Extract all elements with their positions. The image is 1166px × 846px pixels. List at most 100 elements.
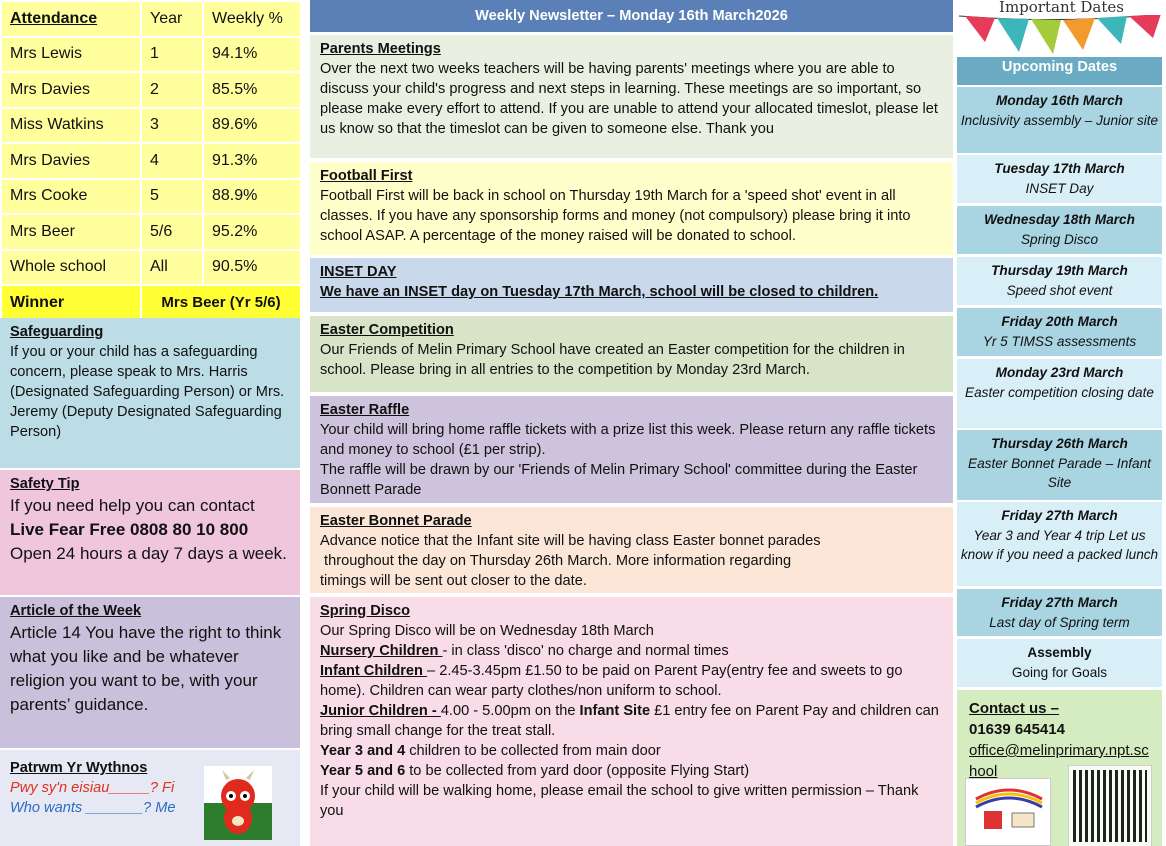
date-day: Friday 20th March <box>1001 314 1118 329</box>
section-text: timings will be sent out closer to the d… <box>320 573 587 589</box>
teacher-cell: Mrs Beer <box>0 213 142 251</box>
date-item: Friday 20th March Yr 5 TIMSS assessments <box>957 308 1162 356</box>
inset-section: INSET DAY We have an INSET day on Tuesda… <box>310 258 953 312</box>
date-item: Wednesday 18th March Spring Disco <box>957 206 1162 254</box>
section-text: Open 24 hours a day 7 days a week. <box>10 544 287 563</box>
section-text: We have an INSET day on Tuesday 17th Mar… <box>320 284 879 300</box>
easter-bonnet-section: Easter Bonnet Parade Advance notice that… <box>310 507 953 593</box>
label: Year 3 and 4 <box>320 743 406 759</box>
safeguarding-section: Safeguarding If you or your child has a … <box>0 318 300 468</box>
year56-line: Year 5 and 6 to be collected from yard d… <box>320 761 943 781</box>
date-item: Assembly Going for Goals <box>957 639 1162 687</box>
date-day: Monday 23rd March <box>995 365 1124 380</box>
section-text: If your child will be walking home, plea… <box>320 783 919 819</box>
date-day: Monday 16th March <box>996 93 1123 108</box>
teacher-cell: Mrs Davies <box>0 71 142 109</box>
date-day: Thursday 19th March <box>991 263 1128 278</box>
date-description: Easter Bonnet Parade – Infant Site <box>968 455 1151 491</box>
text: – 2.45-3.45pm £1.50 to be paid on Parent… <box>320 663 903 699</box>
newsletter-header: Weekly Newsletter – Monday 16th March202… <box>310 0 953 32</box>
teacher-cell: Miss Watkins <box>0 106 142 144</box>
date-description: Spring Disco <box>1020 231 1099 247</box>
attendance-row: Mrs Davies 4 91.3% <box>0 142 302 180</box>
section-title: Easter Raffle <box>320 402 410 418</box>
text: children to be collected from main door <box>405 743 661 759</box>
dragon-icon <box>221 770 255 834</box>
winner-label: Winner <box>0 284 142 318</box>
percent-cell: 85.5% <box>202 71 302 109</box>
easter-raffle-section: Easter Raffle Your child will bring home… <box>310 396 953 503</box>
teacher-cell: Mrs Davies <box>0 142 142 180</box>
section-text: Your child will bring home raffle ticket… <box>320 422 936 458</box>
date-description: INSET Day <box>1025 180 1094 196</box>
text: 4.00 - 5.00pm on the <box>440 703 580 719</box>
date-description: Yr 5 TIMSS assessments <box>982 333 1137 349</box>
contact-phone[interactable]: 01639 645414 <box>969 721 1065 738</box>
helpline: Live Fear Free 0808 80 10 800 <box>10 520 249 539</box>
section-text: Football First will be back in school on… <box>320 188 911 244</box>
date-item: Tuesday 17th March INSET Day <box>957 155 1162 203</box>
section-text: Over the next two weeks teachers will be… <box>320 61 938 137</box>
date-day: Thursday 26th March <box>991 436 1128 451</box>
safety-tip-section: Safety Tip If you need help you can cont… <box>0 470 300 595</box>
year-cell: 5 <box>140 177 204 215</box>
percent-cell: 94.1% <box>202 35 302 73</box>
date-day: Friday 27th March <box>1001 508 1118 523</box>
date-description: Going for Goals <box>1011 664 1108 680</box>
label: Junior Children - <box>320 703 441 719</box>
dragon-image <box>204 766 272 840</box>
percent-cell: 90.5% <box>202 248 302 286</box>
qr-code[interactable] <box>1068 765 1152 846</box>
date-day: Wednesday 18th March <box>984 212 1135 227</box>
section-title: INSET DAY <box>320 264 397 280</box>
section-text: If you or your child has a safeguarding … <box>10 344 285 440</box>
year-cell: 3 <box>140 106 204 144</box>
col-header-text: Attendance <box>10 9 98 27</box>
section-title: Safeguarding <box>10 324 104 340</box>
nursery-line: Nursery Children - in class 'disco' no c… <box>320 641 943 661</box>
welsh-phrase: Pwy sy'n eisiau_____? Fi <box>10 780 175 796</box>
year-cell: 4 <box>140 142 204 180</box>
infant-line: Infant Children – 2.45-3.45pm £1.50 to b… <box>320 661 943 701</box>
section-title: Parents Meetings <box>320 41 441 57</box>
attendance-row: Mrs Beer 5/6 95.2% <box>0 213 302 251</box>
section-text: If you need help you can contact <box>10 496 255 515</box>
english-phrase: Who wants _______? Me <box>10 800 176 816</box>
contact-title: Contact us – <box>969 700 1060 717</box>
attendance-row: Mrs Cooke 5 88.9% <box>0 177 302 215</box>
percent-cell: 95.2% <box>202 213 302 251</box>
percent-cell: 89.6% <box>202 106 302 144</box>
date-item: Friday 27th March Last day of Spring term <box>957 589 1162 636</box>
banner-title: Important Dates <box>957 0 1166 15</box>
important-dates-banner: Important Dates <box>957 0 1166 57</box>
col-header: Year <box>140 0 204 38</box>
teacher-cell: Mrs Lewis <box>0 35 142 73</box>
text: £1 entry fee on Parent Pay and children … <box>320 703 939 739</box>
date-item: Monday 16th March Inclusivity assembly – … <box>957 87 1162 153</box>
attendance-row: Mrs Davies 2 85.5% <box>0 71 302 109</box>
section-text: Our Friends of Melin Primary School have… <box>320 342 905 378</box>
text: - in class 'disco' no charge and normal … <box>442 643 729 659</box>
section-text: Advance notice that the Infant site will… <box>320 533 821 549</box>
date-day: Tuesday 17th March <box>994 161 1125 176</box>
date-item: Friday 27th March Year 3 and Year 4 trip … <box>957 502 1162 586</box>
attendance-row: Whole school All 90.5% <box>0 248 302 286</box>
text: Infant Site <box>579 703 651 719</box>
year34-line: Year 3 and 4 children to be collected fr… <box>320 741 943 761</box>
contact-email[interactable]: office@melinprimary.npt.school <box>969 742 1149 780</box>
section-text: throughout the day on Thursday 26th Marc… <box>320 553 792 569</box>
date-description: Last day of Spring term <box>989 614 1130 630</box>
parents-meetings-section: Parents Meetings Over the next two weeks… <box>310 35 953 158</box>
section-text: Article 14 You have the right to think w… <box>10 623 282 714</box>
date-description: Speed shot event <box>1006 282 1113 298</box>
date-description: Year 3 and Year 4 trip Let us know if yo… <box>960 527 1159 563</box>
teacher-cell: Mrs Cooke <box>0 177 142 215</box>
year-cell: 2 <box>140 71 204 109</box>
section-title: Article of the Week <box>10 603 142 619</box>
year-cell: All <box>140 248 204 286</box>
label: Nursery Children <box>320 643 443 659</box>
bunting-icon <box>958 13 1164 54</box>
attendance-row: Miss Watkins 3 89.6% <box>0 106 302 144</box>
date-item: Thursday 26th March Easter Bonnet Parade … <box>957 430 1162 500</box>
patrwm-section: Patrwm Yr Wythnos Pwy sy'n eisiau_____? … <box>0 750 300 846</box>
